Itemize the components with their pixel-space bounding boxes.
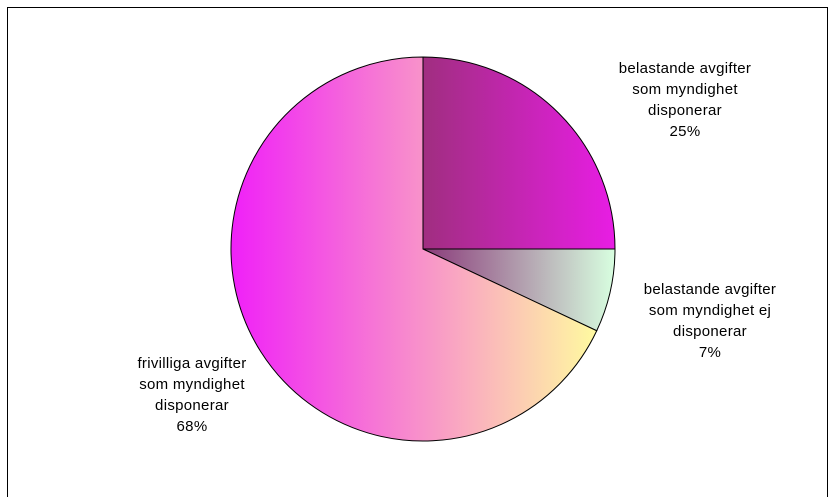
slice-label-2: frivilliga avgifter som myndighet dispon…: [137, 355, 247, 435]
pie-slice-2: [230, 56, 598, 442]
slice-label-1: belastande avgifter som myndighet ej dis…: [643, 281, 777, 361]
pie-slice-0: [422, 56, 616, 250]
chart-frame: [7, 7, 828, 497]
slice-label-0: belastande avgifter som myndighet dispon…: [618, 60, 752, 140]
